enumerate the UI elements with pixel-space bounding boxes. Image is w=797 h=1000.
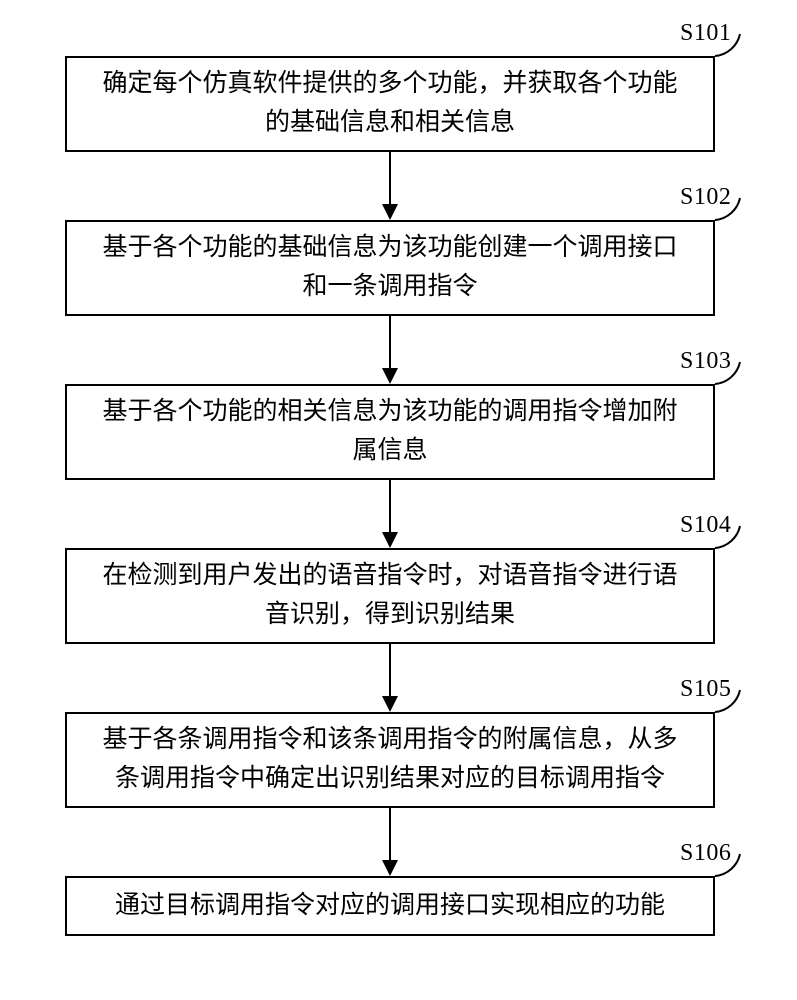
arrow-head-icon <box>382 696 398 712</box>
step-text: 基于各个功能的相关信息为该功能的调用指令增加附属信息 <box>91 393 689 471</box>
flow-step-S106: 通过目标调用指令对应的调用接口实现相应的功能 <box>65 876 715 936</box>
lead-line-S102 <box>709 192 746 226</box>
flow-step-S105: 基于各条调用指令和该条调用指令的附属信息，从多条调用指令中确定出识别结果对应的目… <box>65 712 715 808</box>
arrow-head-icon <box>382 368 398 384</box>
lead-line-S104 <box>709 520 746 554</box>
lead-line-S101 <box>709 28 746 62</box>
arrow-head-icon <box>382 204 398 220</box>
arrow-head-icon <box>382 532 398 548</box>
flow-step-S103: 基于各个功能的相关信息为该功能的调用指令增加附属信息 <box>65 384 715 480</box>
step-text: 通过目标调用指令对应的调用接口实现相应的功能 <box>115 887 665 926</box>
step-text: 确定每个仿真软件提供的多个功能，并获取各个功能的基础信息和相关信息 <box>91 65 689 143</box>
flowchart-canvas: 确定每个仿真软件提供的多个功能，并获取各个功能的基础信息和相关信息S101基于各… <box>0 0 797 1000</box>
lead-line-S106 <box>709 848 746 882</box>
arrow-line-S105-S106 <box>389 808 391 860</box>
flow-step-S101: 确定每个仿真软件提供的多个功能，并获取各个功能的基础信息和相关信息 <box>65 56 715 152</box>
step-text: 在检测到用户发出的语音指令时，对语音指令进行语音识别，得到识别结果 <box>91 557 689 635</box>
step-text: 基于各条调用指令和该条调用指令的附属信息，从多条调用指令中确定出识别结果对应的目… <box>91 721 689 799</box>
arrow-line-S101-S102 <box>389 152 391 204</box>
step-text: 基于各个功能的基础信息为该功能创建一个调用接口和一条调用指令 <box>91 229 689 307</box>
lead-line-S105 <box>709 684 746 718</box>
arrow-line-S102-S103 <box>389 316 391 368</box>
arrow-line-S103-S104 <box>389 480 391 532</box>
arrow-head-icon <box>382 860 398 876</box>
lead-line-S103 <box>709 356 746 390</box>
arrow-line-S104-S105 <box>389 644 391 696</box>
flow-step-S102: 基于各个功能的基础信息为该功能创建一个调用接口和一条调用指令 <box>65 220 715 316</box>
flow-step-S104: 在检测到用户发出的语音指令时，对语音指令进行语音识别，得到识别结果 <box>65 548 715 644</box>
